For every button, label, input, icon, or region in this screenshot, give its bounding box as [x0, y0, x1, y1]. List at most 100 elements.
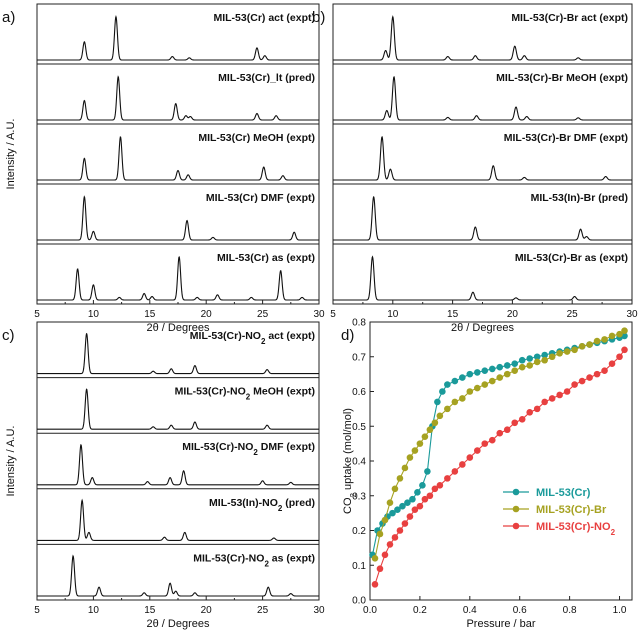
- data-point: [511, 367, 519, 374]
- x-tick-label: 20: [201, 605, 213, 616]
- data-point: [481, 440, 489, 447]
- x-tick-label: 25: [567, 309, 579, 320]
- legend-marker: [512, 522, 520, 530]
- x-tick-label: 0.8: [563, 605, 577, 616]
- data-point: [424, 468, 431, 475]
- trace-label: MIL-53(Cr) DMF (expt): [206, 192, 315, 204]
- data-point: [586, 341, 593, 348]
- xrd-trace: [37, 14, 319, 61]
- data-point: [593, 370, 601, 378]
- data-point: [466, 388, 474, 395]
- data-point: [526, 409, 533, 416]
- data-point: [503, 370, 511, 378]
- data-point: [426, 492, 434, 500]
- data-point: [586, 374, 593, 381]
- data-point: [563, 348, 571, 355]
- y-tick-label: 0.8: [352, 318, 366, 329]
- data-point: [391, 485, 399, 493]
- xrd-panel-c: c) MIL-53(Cr)-NO2 act (expt) MIL-53(Cr)-NO…: [2, 321, 325, 630]
- series-2: [371, 346, 628, 588]
- x-tick-label: 5: [330, 309, 336, 320]
- data-point: [518, 356, 526, 364]
- data-point: [406, 513, 414, 520]
- trace-label: MIL-53(Cr) MeOH (expt): [198, 132, 315, 144]
- data-point: [419, 482, 426, 489]
- data-point: [439, 388, 446, 395]
- x-axis-label: 2θ / Degrees: [451, 322, 514, 334]
- x-tick-label: 0.6: [513, 605, 527, 616]
- isotherm-panel-d: d) 0.0 0.2 0.4 0.6 0.8 1.0 0.0 0.1 0.2 0.3 0.4 0.5 0.…: [341, 318, 633, 630]
- data-point: [431, 485, 439, 493]
- data-point: [511, 360, 519, 368]
- xrd-trace: [37, 136, 319, 181]
- data-point: [541, 351, 548, 359]
- y-tick-label: 0.6: [352, 387, 366, 398]
- data-point: [481, 381, 489, 388]
- data-point: [389, 509, 396, 517]
- y-axis-label: Intensity / A.U.: [5, 119, 17, 190]
- data-point: [371, 555, 379, 562]
- data-point: [474, 369, 481, 376]
- data-point: [416, 502, 424, 510]
- data-point: [548, 395, 556, 402]
- data-point: [434, 398, 441, 406]
- data-point: [396, 475, 404, 482]
- data-point: [621, 327, 628, 334]
- trace-label: MIL-53(In)-NO2 (pred): [209, 497, 315, 513]
- series-1: [371, 327, 628, 562]
- data-point: [616, 353, 623, 361]
- x-tick-label: 20: [507, 309, 519, 320]
- data-point: [608, 360, 616, 368]
- xrd-trace: [37, 195, 319, 241]
- trace-label: MIL-53(Cr) as (expt): [217, 252, 315, 264]
- data-point: [386, 499, 394, 507]
- data-point: [488, 377, 496, 385]
- x-tick-label: 5: [34, 605, 40, 616]
- x-axis-label: 2θ / Degrees: [147, 322, 210, 334]
- data-point: [474, 447, 481, 454]
- data-point: [459, 395, 466, 402]
- xrd-trace: [37, 388, 319, 430]
- data-point: [533, 353, 541, 361]
- data-point: [444, 405, 451, 413]
- trace-label: MIL-53(Cr)_lt (pred): [218, 72, 315, 84]
- xrd-trace: [37, 498, 319, 541]
- x-axis-label: 2θ / Degrees: [147, 618, 210, 630]
- x-tick-label: 10: [88, 309, 100, 320]
- data-point: [371, 581, 379, 588]
- legend-label: MIL-53(Cr)-NO2: [536, 521, 616, 537]
- xrd-trace: [37, 332, 319, 375]
- data-point: [459, 374, 466, 381]
- xrd-trace: [333, 15, 632, 61]
- data-point: [621, 346, 628, 354]
- trace-label: MIL-53(Cr)-Br MeOH (expt): [496, 72, 628, 84]
- data-point: [526, 355, 533, 362]
- data-point: [431, 419, 439, 427]
- xrd-trace: [37, 75, 319, 121]
- y-tick-label: 0.5: [352, 422, 366, 433]
- xrd-trace: [333, 255, 632, 301]
- data-point: [391, 534, 399, 541]
- xrd-trace: [333, 196, 632, 241]
- data-point: [426, 426, 434, 434]
- data-point: [381, 516, 389, 524]
- data-point: [556, 349, 563, 357]
- legend: MIL-53(Cr) MIL-53(Cr)-Br MIL-53(Cr)-NO2: [503, 487, 616, 537]
- legend-marker: [512, 488, 520, 496]
- series-line: [374, 349, 625, 585]
- data-point: [601, 367, 608, 374]
- data-point: [511, 419, 519, 427]
- data-point: [518, 363, 526, 371]
- x-tick-label: 0.4: [463, 605, 477, 616]
- data-point: [526, 362, 533, 369]
- data-point: [533, 405, 541, 413]
- trace-label: MIL-53(Cr)-NO2 MeOH (expt): [175, 386, 315, 402]
- plot-frame: [369, 321, 633, 601]
- x-tick-label: 1.0: [613, 605, 627, 616]
- trace-label: MIL-53(In)-Br (pred): [531, 192, 628, 204]
- x-tick-label: 0.0: [363, 605, 377, 616]
- data-point: [451, 468, 459, 475]
- data-point: [401, 464, 409, 472]
- data-point: [376, 565, 384, 573]
- data-point: [548, 353, 556, 361]
